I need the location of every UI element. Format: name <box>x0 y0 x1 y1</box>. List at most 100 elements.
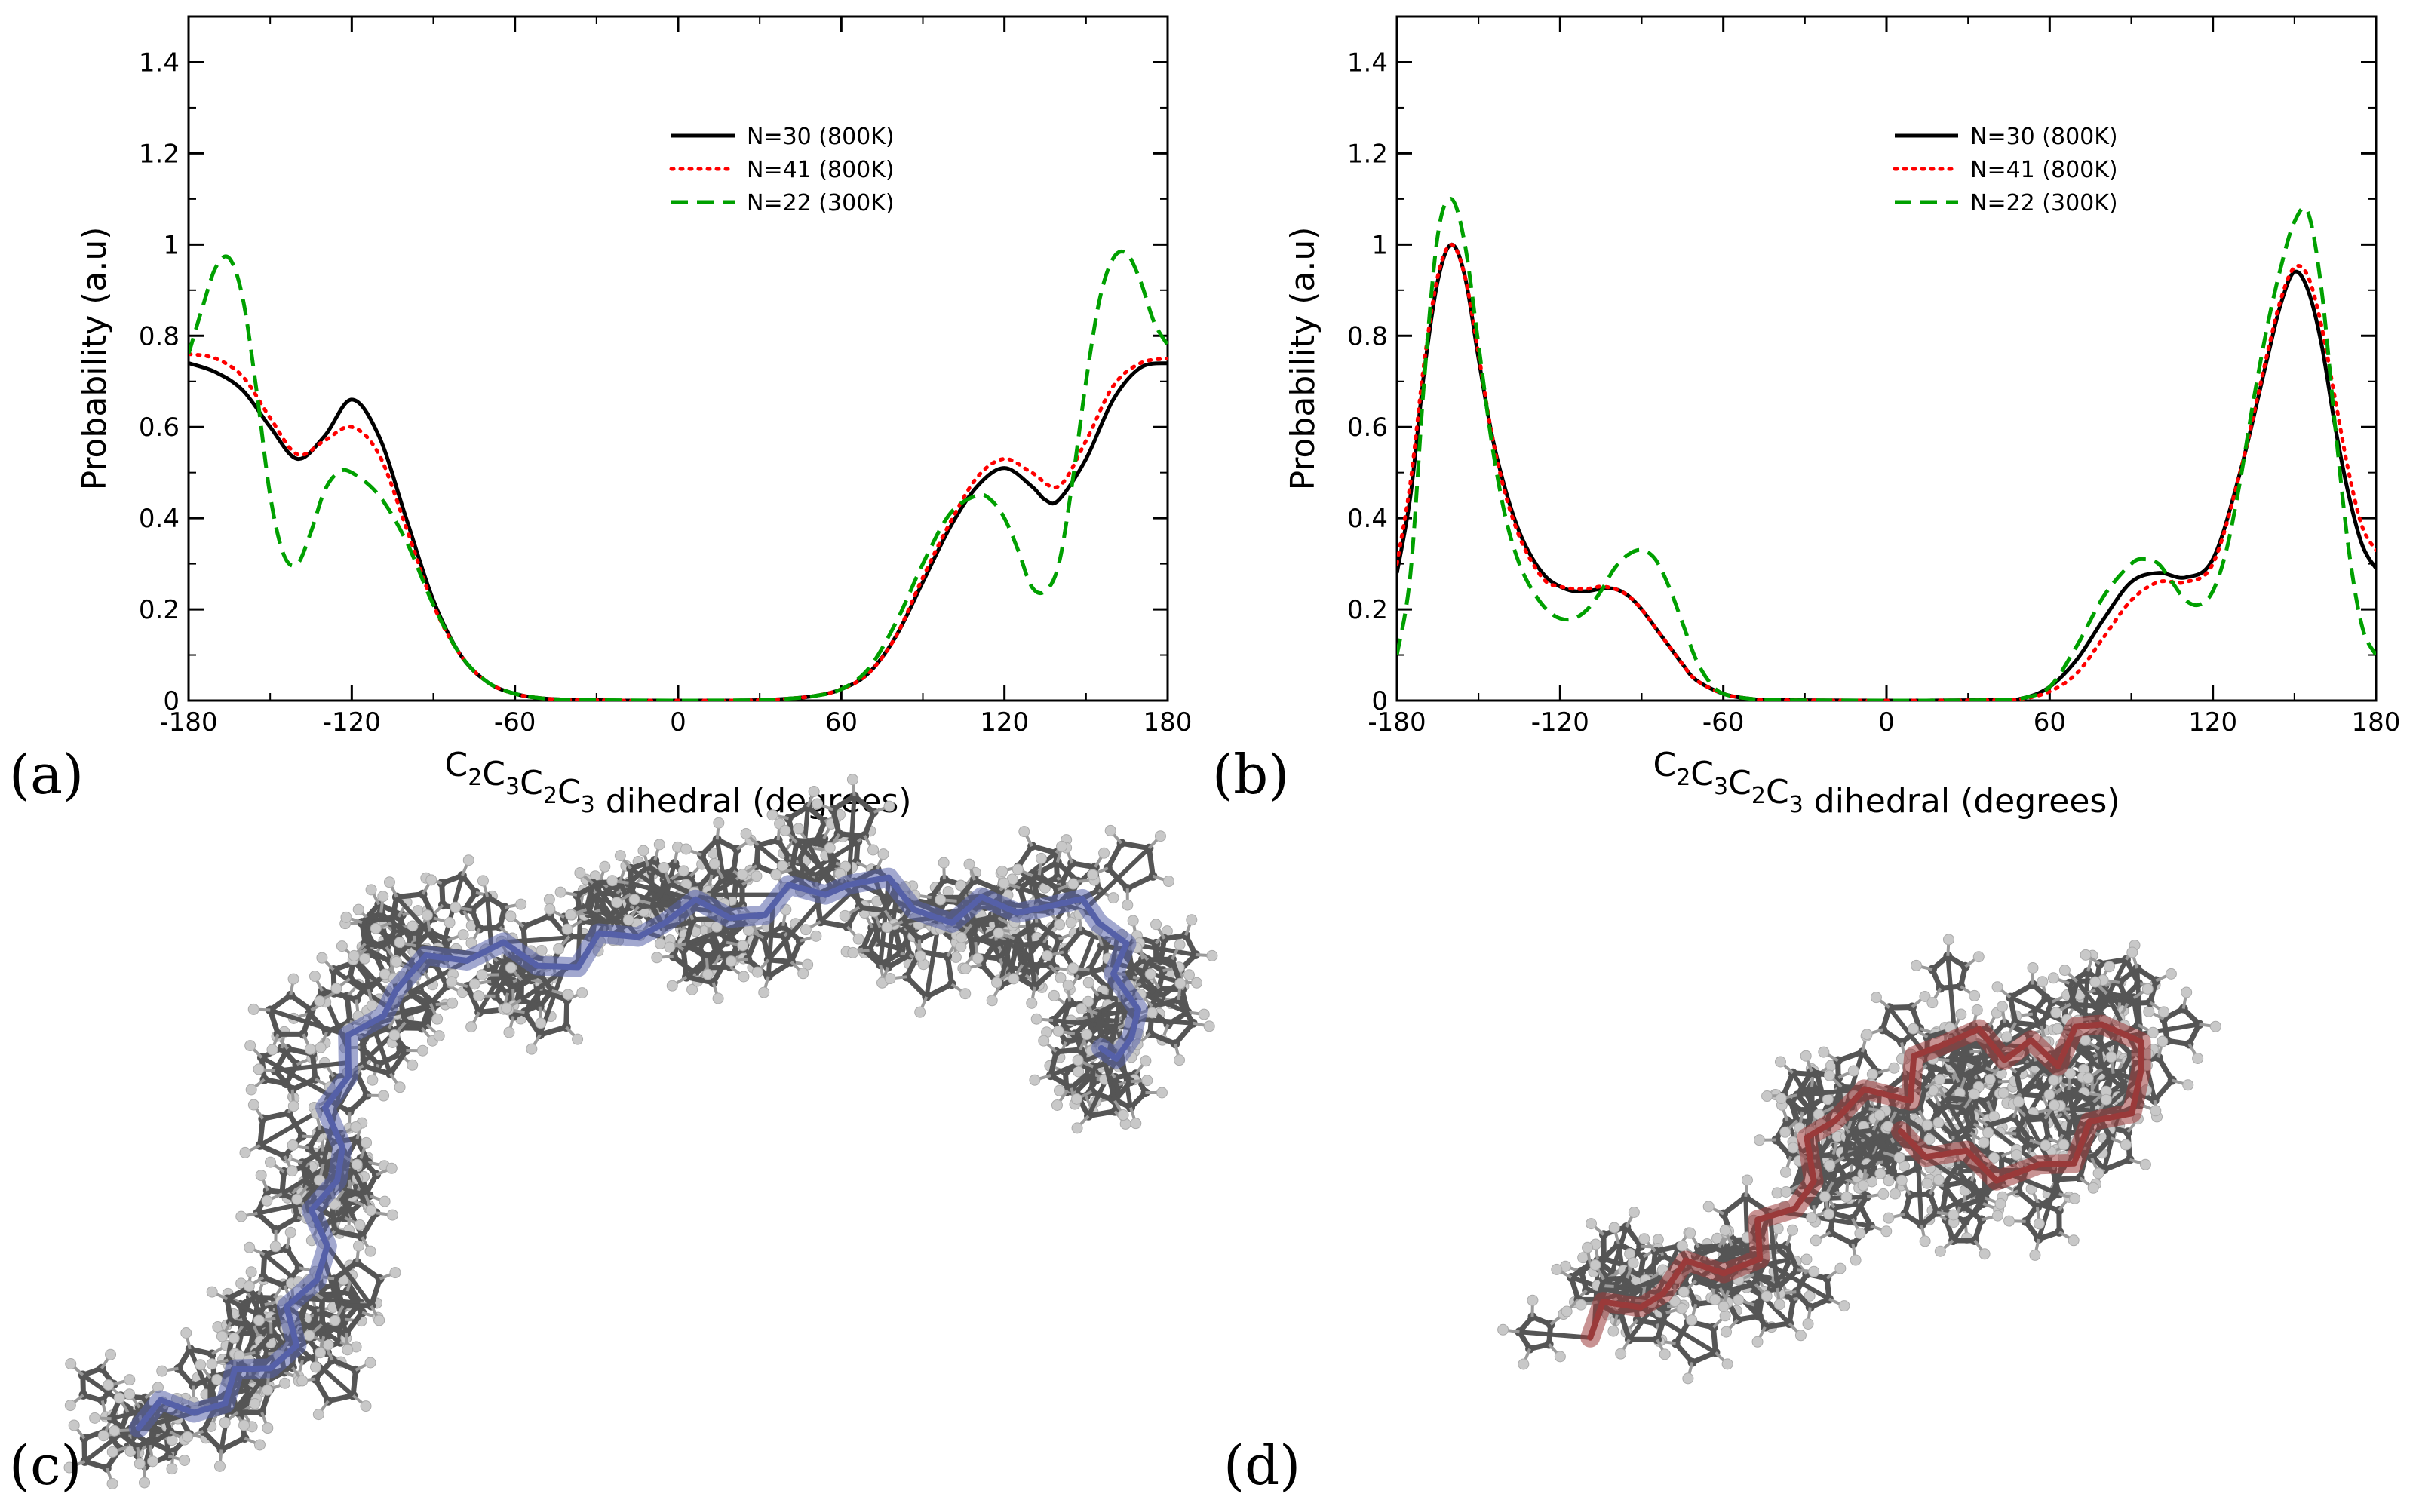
hydrogen-atom <box>309 971 321 983</box>
hydrogen-atom <box>1162 876 1174 888</box>
hydrogen-atom <box>1804 1290 1816 1302</box>
hydrogen-atom <box>938 857 950 869</box>
hydrogen-atom <box>1702 1201 1715 1213</box>
x-tick-label-a: 60 <box>825 707 858 738</box>
hydrogen-atom <box>637 845 649 857</box>
hydrogen-atom <box>1994 1198 2006 1210</box>
hydrogen-atom <box>883 800 895 812</box>
hydrogen-atom <box>1056 840 1068 852</box>
hydrogen-atom <box>1802 1317 1814 1330</box>
hydrogen-atom <box>450 901 462 913</box>
hydrogen-atom <box>653 839 665 851</box>
hydrogen-atom <box>740 828 752 840</box>
side-bond <box>1086 846 1151 909</box>
hydrogen-atom <box>503 1026 515 1038</box>
hydrogen-atom <box>1854 1227 1866 1239</box>
legend-label-b-2: N=41 (800K) <box>1970 157 2118 183</box>
x-tick-label-b: 0 <box>1878 707 1895 738</box>
hydrogen-atom <box>1921 1177 1933 1189</box>
hydrogen-atom <box>352 1240 364 1252</box>
hydrogen-atom <box>1140 1055 1152 1067</box>
x-tick-label-b: 180 <box>2352 707 2401 738</box>
y-tick-label-a: 0.8 <box>139 321 180 351</box>
hydrogen-atom <box>314 995 326 1007</box>
y-tick-label-a: 1 <box>163 230 180 260</box>
hydrogen-atom <box>310 1361 322 1373</box>
hydrogen-atom <box>2058 965 2071 977</box>
legend-label-b-1: N=30 (800K) <box>1970 124 2118 150</box>
hydrogen-atom <box>476 969 488 981</box>
hydrogen-atom <box>1183 969 1195 981</box>
hydrogen-atom <box>1071 1122 1083 1134</box>
hydrogen-atom <box>1087 869 1099 881</box>
hydrogen-atom <box>2048 1074 2060 1086</box>
hydrogen-atom <box>1741 1174 1753 1186</box>
hydrogen-atom <box>1971 1004 1983 1016</box>
hydrogen-atom <box>1615 1348 1627 1360</box>
hydrogen-atom <box>1874 1109 1886 1121</box>
hydrogen-atom <box>2158 1006 2170 1018</box>
hydrogen-atom <box>1527 1294 1539 1306</box>
hydrogen-atom <box>364 1357 376 1369</box>
hydrogen-atom <box>350 1121 362 1133</box>
hydrogen-atom <box>736 869 748 881</box>
hydrogen-atom <box>1822 1093 1834 1106</box>
hydrogen-atom <box>935 894 947 906</box>
hydrogen-atom <box>972 952 984 965</box>
side-bond <box>260 1055 334 1099</box>
y-tick-label-b: 1 <box>1371 230 1388 260</box>
hydrogen-atom <box>447 997 459 1009</box>
hydrogen-atom <box>1052 1025 1064 1037</box>
hydrogen-atom <box>124 1388 136 1400</box>
hydrogen-atom <box>219 1416 231 1428</box>
hydrogen-atom <box>562 989 574 1001</box>
hydrogen-atom <box>526 1043 538 1055</box>
hydrogen-atom <box>576 987 588 999</box>
hydrogen-atom <box>253 1314 265 1326</box>
hydrogen-atom <box>1141 1075 1153 1087</box>
hydrogen-atom <box>279 1377 291 1389</box>
hydrogen-atom <box>1104 824 1116 836</box>
hydrogen-atom <box>1067 878 1079 890</box>
hydrogen-atom <box>1919 990 1931 1002</box>
hydrogen-atom <box>425 874 437 886</box>
hydrogen-atom <box>316 952 328 964</box>
legend-label-a-3: N=22 (300K) <box>747 190 895 216</box>
x-tick-label-b: -60 <box>1702 707 1745 738</box>
hydrogen-atom <box>802 958 814 971</box>
hydrogen-atom <box>1808 1265 1820 1277</box>
hydrogen-atom <box>477 875 489 887</box>
hydrogen-atom <box>1955 1008 1967 1020</box>
hydrogen-atom <box>1554 1351 1566 1363</box>
chart-panel-b: -180 -120 -60 0 60 120 180 0 0.2 0.4 0.6 0.8 1 1.2 1.4… <box>1284 15 2401 820</box>
hydrogen-atom <box>606 875 619 887</box>
hydrogen-atom <box>1866 1068 1878 1080</box>
hydrogen-atom <box>1709 1293 1721 1305</box>
hydrogen-atom <box>1824 1159 1836 1171</box>
side-bond <box>1024 910 1037 988</box>
hydrogen-atom <box>1012 863 1024 876</box>
hydrogen-atom <box>1889 1188 1901 1200</box>
hydrogen-atom <box>1819 1191 1831 1203</box>
hydrogen-atom <box>1800 1050 1812 1062</box>
hydrogen-atom <box>1719 1225 1731 1237</box>
hydrogen-atom <box>572 1033 584 1045</box>
hydrogen-atom <box>535 1017 547 1029</box>
side-bond <box>1843 1129 1902 1160</box>
hydrogen-atom <box>330 983 342 995</box>
hydrogen-atom <box>385 1162 398 1174</box>
hydrogen-atom <box>1497 1323 1509 1336</box>
hydrogen-atom <box>1030 1013 1042 1025</box>
x-tick-label-a: -60 <box>494 707 536 738</box>
hydrogen-atom <box>712 992 724 1004</box>
hydrogen-atom <box>881 922 893 934</box>
hydrogen-atom <box>1669 1296 1681 1308</box>
hydrogen-atom <box>68 1419 80 1431</box>
hydrogen-atom <box>553 943 565 955</box>
hydrogen-atom <box>394 1081 406 1093</box>
backbone-chain-d <box>1587 1021 2144 1341</box>
hydrogen-atom <box>1054 919 1066 931</box>
hydrogen-atom <box>2064 1068 2077 1080</box>
hydrogen-atom <box>106 1446 118 1458</box>
